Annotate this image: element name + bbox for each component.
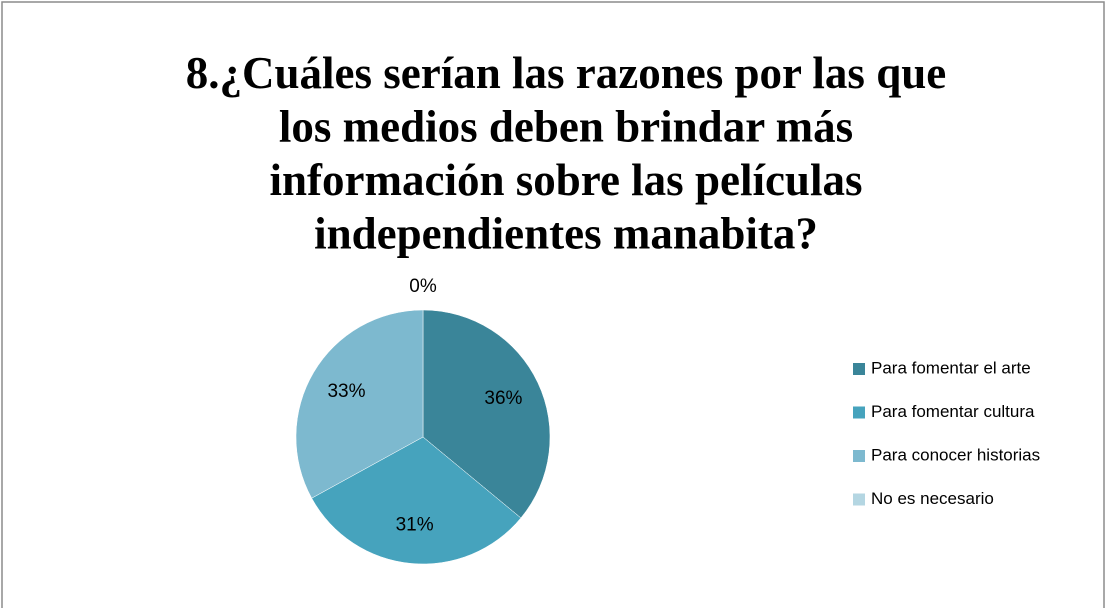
chart-title: independientes manabita?	[314, 209, 818, 259]
chart-title: los medios deben brindar más	[279, 102, 853, 152]
legend-swatch	[853, 363, 865, 375]
chart-title: información sobre las películas	[270, 155, 863, 205]
legend-label: Para fomentar el arte	[871, 358, 1031, 377]
legend-label: No es necesario	[871, 489, 994, 508]
pie-slice	[295, 309, 424, 499]
data-label: 33%	[327, 381, 365, 402]
legend-swatch	[853, 450, 865, 462]
pie-slice	[422, 309, 551, 519]
data-label: 31%	[396, 515, 434, 536]
legend-swatch	[853, 406, 865, 419]
legend-label: Para conocer historias	[871, 445, 1040, 464]
data-label: 36%	[484, 388, 522, 409]
legend-label: Para fomentar cultura	[871, 402, 1035, 421]
chart-title: 8.¿Cuáles serían las razones por las que	[186, 48, 946, 98]
legend-swatch	[853, 493, 865, 506]
data-label: 0%	[409, 276, 437, 297]
pie-slice	[311, 436, 522, 565]
